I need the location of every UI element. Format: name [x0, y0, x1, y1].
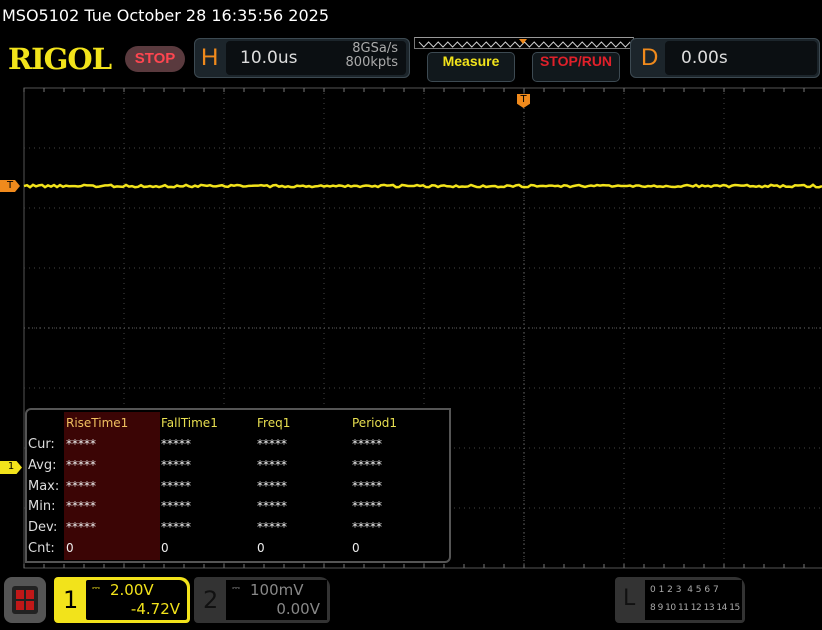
- grid-menu-icon: [4, 577, 46, 623]
- channel2-number: 2: [203, 586, 218, 614]
- measurement-value: *****: [352, 458, 382, 472]
- channel1-number: 1: [63, 586, 78, 614]
- menu-button[interactable]: [4, 577, 46, 623]
- dc-coupling-icon: ⎓: [232, 583, 240, 594]
- measurement-value: 0: [161, 541, 169, 555]
- measurement-value: *****: [161, 479, 191, 493]
- measurement-value: 0: [352, 541, 360, 555]
- column-header: Freq1: [257, 416, 290, 430]
- measurement-value: *****: [161, 458, 191, 472]
- measurement-value: *****: [257, 520, 287, 534]
- measurement-value: 0: [257, 541, 265, 555]
- column-header: RiseTime1: [66, 416, 128, 430]
- dc-coupling-icon: ⎓: [92, 583, 100, 594]
- measurement-value: *****: [161, 499, 191, 513]
- row-label: Dev:: [28, 520, 57, 535]
- row-label: Cnt:: [28, 541, 55, 556]
- column-header: Period1: [352, 416, 397, 430]
- measurement-value: *****: [352, 499, 382, 513]
- measurement-value: *****: [257, 479, 287, 493]
- channel1-trace: [24, 185, 822, 187]
- measurement-table: RiseTime1 FallTime1 Freq1 Period1 Cur: ***** *…: [25, 408, 451, 563]
- measurement-value: *****: [161, 520, 191, 534]
- measurement-value: *****: [66, 458, 96, 472]
- measurement-value: *****: [352, 479, 382, 493]
- row-label: Max:: [28, 479, 59, 494]
- measurement-value: *****: [352, 520, 382, 534]
- logic-channels-row2: 8 9 10 11 12 13 14 15: [650, 603, 740, 613]
- measurement-value: *****: [66, 437, 96, 451]
- channel2-scale[interactable]: 100mV: [250, 581, 304, 599]
- measurement-value: *****: [257, 458, 287, 472]
- logic-channels-row1: 0 1 2 3 4 5 6 7: [650, 585, 719, 595]
- channel1-offset[interactable]: -4.72V: [130, 600, 180, 618]
- row-label: Avg:: [28, 458, 56, 473]
- measurement-value: *****: [66, 520, 96, 534]
- column-header: FallTime1: [161, 416, 218, 430]
- measurement-value: *****: [257, 437, 287, 451]
- measurement-value: 0: [66, 541, 74, 555]
- logic-label: L: [623, 586, 635, 611]
- row-label: Cur:: [28, 437, 55, 452]
- measurement-value: *****: [66, 499, 96, 513]
- channel1-scale[interactable]: 2.00V: [110, 581, 154, 599]
- measurement-value: *****: [66, 479, 96, 493]
- row-label: Min:: [28, 499, 55, 514]
- measurement-value: *****: [161, 437, 191, 451]
- measurement-value: *****: [257, 499, 287, 513]
- channel2-offset[interactable]: 0.00V: [265, 600, 320, 618]
- measurement-value: *****: [352, 437, 382, 451]
